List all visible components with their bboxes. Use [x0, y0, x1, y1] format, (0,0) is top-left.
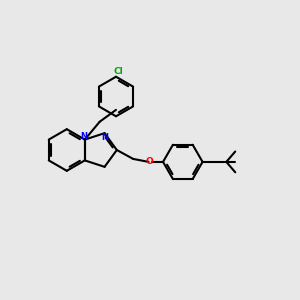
- Text: N: N: [101, 133, 108, 142]
- Text: N: N: [80, 132, 87, 141]
- Text: O: O: [145, 158, 153, 166]
- Text: Cl: Cl: [113, 67, 123, 76]
